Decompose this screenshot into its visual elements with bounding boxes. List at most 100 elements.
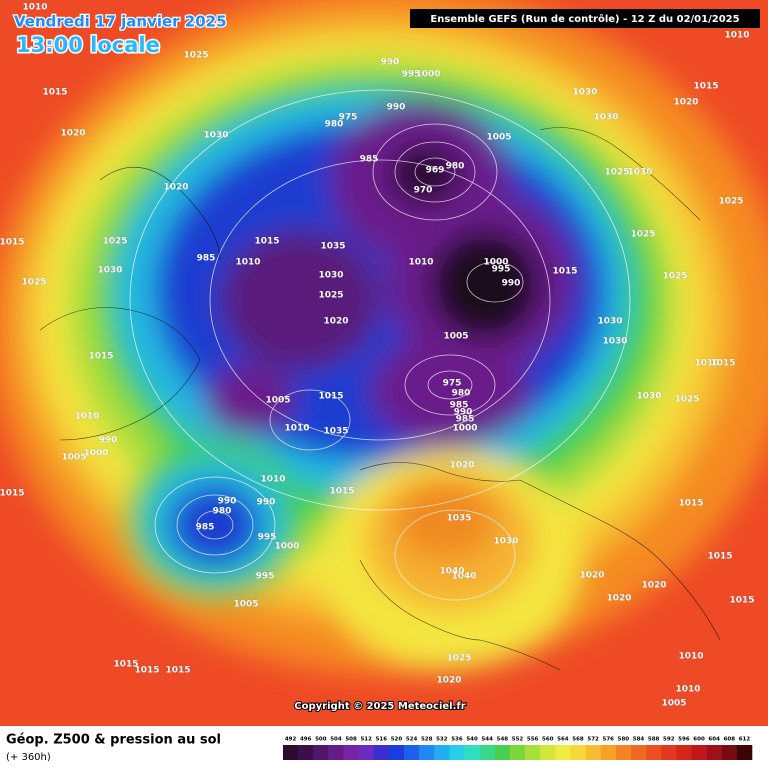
isobar-label: 970 <box>414 186 433 196</box>
isobar-label: 1005 <box>486 133 511 143</box>
legend-swatch <box>540 745 556 760</box>
legend-swatch <box>449 745 465 760</box>
legend-swatch <box>358 745 375 760</box>
legend-swatch <box>736 745 753 760</box>
legend-swatch <box>555 745 571 760</box>
isobar-label: 995 <box>492 265 511 275</box>
legend-label: 568 <box>572 737 584 743</box>
isobar-label: 1030 <box>627 168 652 178</box>
legend-label: 556 <box>527 737 539 743</box>
isobar-label: 1025 <box>718 197 743 207</box>
legend-label: 592 <box>663 737 675 743</box>
isobar-label: 1015 <box>0 238 25 248</box>
legend-swatch <box>313 745 329 760</box>
legend-swatch <box>419 745 435 760</box>
isobar-label: 1025 <box>446 654 471 664</box>
legend-swatch <box>615 745 632 760</box>
isobar-label: 1025 <box>630 230 655 240</box>
legend-label: 604 <box>708 737 720 743</box>
height-field <box>0 0 768 726</box>
isobar-label: 990 <box>454 408 473 418</box>
legend-swatch <box>464 745 480 760</box>
isobar-label: 1005 <box>233 600 258 610</box>
coastlines <box>39 127 721 671</box>
footer-title: Géop. Z500 & pression au sol <box>6 733 221 748</box>
isobar-label: 1025 <box>674 395 699 405</box>
isobar-label: 1015 <box>254 237 279 247</box>
isobar-label: 1000 <box>483 258 508 268</box>
color-legend: 492 496 500 504 508 512 516 520 524 528 532 536 540 5… <box>283 737 753 760</box>
isobar-label: 1020 <box>60 129 85 139</box>
run-banner <box>410 9 760 28</box>
isobar-label: 1025 <box>21 278 46 288</box>
legend-label: 612 <box>739 737 751 743</box>
isobar-label: 985 <box>196 523 215 533</box>
forecast-time: 13:00 locale <box>16 33 160 57</box>
legend-swatch <box>404 745 420 760</box>
isobar-label: 1015 <box>165 666 190 676</box>
legend-swatch <box>328 745 344 760</box>
legend-swatch <box>630 745 647 760</box>
isobar-label: 1000 <box>452 424 477 434</box>
legend-swatch <box>570 745 586 760</box>
legend-label: 588 <box>648 737 660 743</box>
isobar-label: 1020 <box>606 594 631 604</box>
legend-label: 560 <box>542 737 554 743</box>
isobar-label: 990 <box>99 436 118 446</box>
legend-label: 528 <box>421 737 433 743</box>
isobar-label: 1030 <box>597 317 622 327</box>
isobar-label: 1010 <box>235 258 260 268</box>
isobar-label: 1035 <box>446 514 471 524</box>
isobar-label: 990 <box>218 497 237 507</box>
legend-label: 552 <box>512 737 524 743</box>
isobar-label: 1025 <box>662 272 687 282</box>
footer-lead: (+ 360h) <box>6 752 51 763</box>
isobar-label: 1020 <box>673 98 698 108</box>
isobar-label: 1030 <box>203 131 228 141</box>
isobar-label: 1015 <box>678 499 703 509</box>
legend-swatch <box>509 745 526 760</box>
legend-label: 580 <box>618 737 630 743</box>
isobar-label: 1040 <box>439 567 464 577</box>
isobar-label: 969 <box>426 166 445 176</box>
legend-label: 584 <box>633 737 645 743</box>
legend-label: 512 <box>360 737 372 743</box>
isobar-label: 985 <box>456 415 475 425</box>
isobar-label: 990 <box>257 498 276 508</box>
legend-label: 500 <box>315 737 327 743</box>
isobar-label: 1010 <box>724 31 749 41</box>
isobar-label: 1015 <box>134 666 159 676</box>
isobar-label: 1000 <box>83 449 108 459</box>
legend-label: 520 <box>391 737 403 743</box>
isobar-label: 985 <box>450 401 469 411</box>
isobar-label: 1015 <box>710 359 735 369</box>
legend-swatch <box>661 745 677 760</box>
isobar-label: 990 <box>381 58 400 68</box>
isobar-label: 1025 <box>183 51 208 61</box>
isobar-label: 1015 <box>88 352 113 362</box>
isobar-label: 1005 <box>61 453 86 463</box>
isobar-label: 1010 <box>678 652 703 662</box>
legend-label: 544 <box>481 737 493 743</box>
isobar-label: 980 <box>452 389 471 399</box>
legend-label: 504 <box>330 737 342 743</box>
isobar-label: 1030 <box>493 537 518 547</box>
legend-swatch <box>691 745 707 760</box>
legend-swatch <box>343 745 359 760</box>
isobar-label: 1010 <box>284 424 309 434</box>
isobar-label: 1020 <box>163 183 188 193</box>
isobar-label: 1010 <box>675 685 700 695</box>
isobar-label: 1030 <box>572 88 597 98</box>
isobar-label: 1015 <box>329 487 354 497</box>
legend-swatch <box>434 745 450 760</box>
isobar-label: 1000 <box>415 70 440 80</box>
isobar-label: 1040 <box>451 572 476 582</box>
legend-label: 608 <box>724 737 736 743</box>
copyright: Copyright © 2025 Meteociel.fr <box>294 701 465 712</box>
legend-label: 536 <box>451 737 463 743</box>
isobar-label: 1015 <box>113 660 138 670</box>
isobar-label: 1030 <box>318 271 343 281</box>
isobar-label: 995 <box>258 533 277 543</box>
isobar-label: 1020 <box>449 461 474 471</box>
